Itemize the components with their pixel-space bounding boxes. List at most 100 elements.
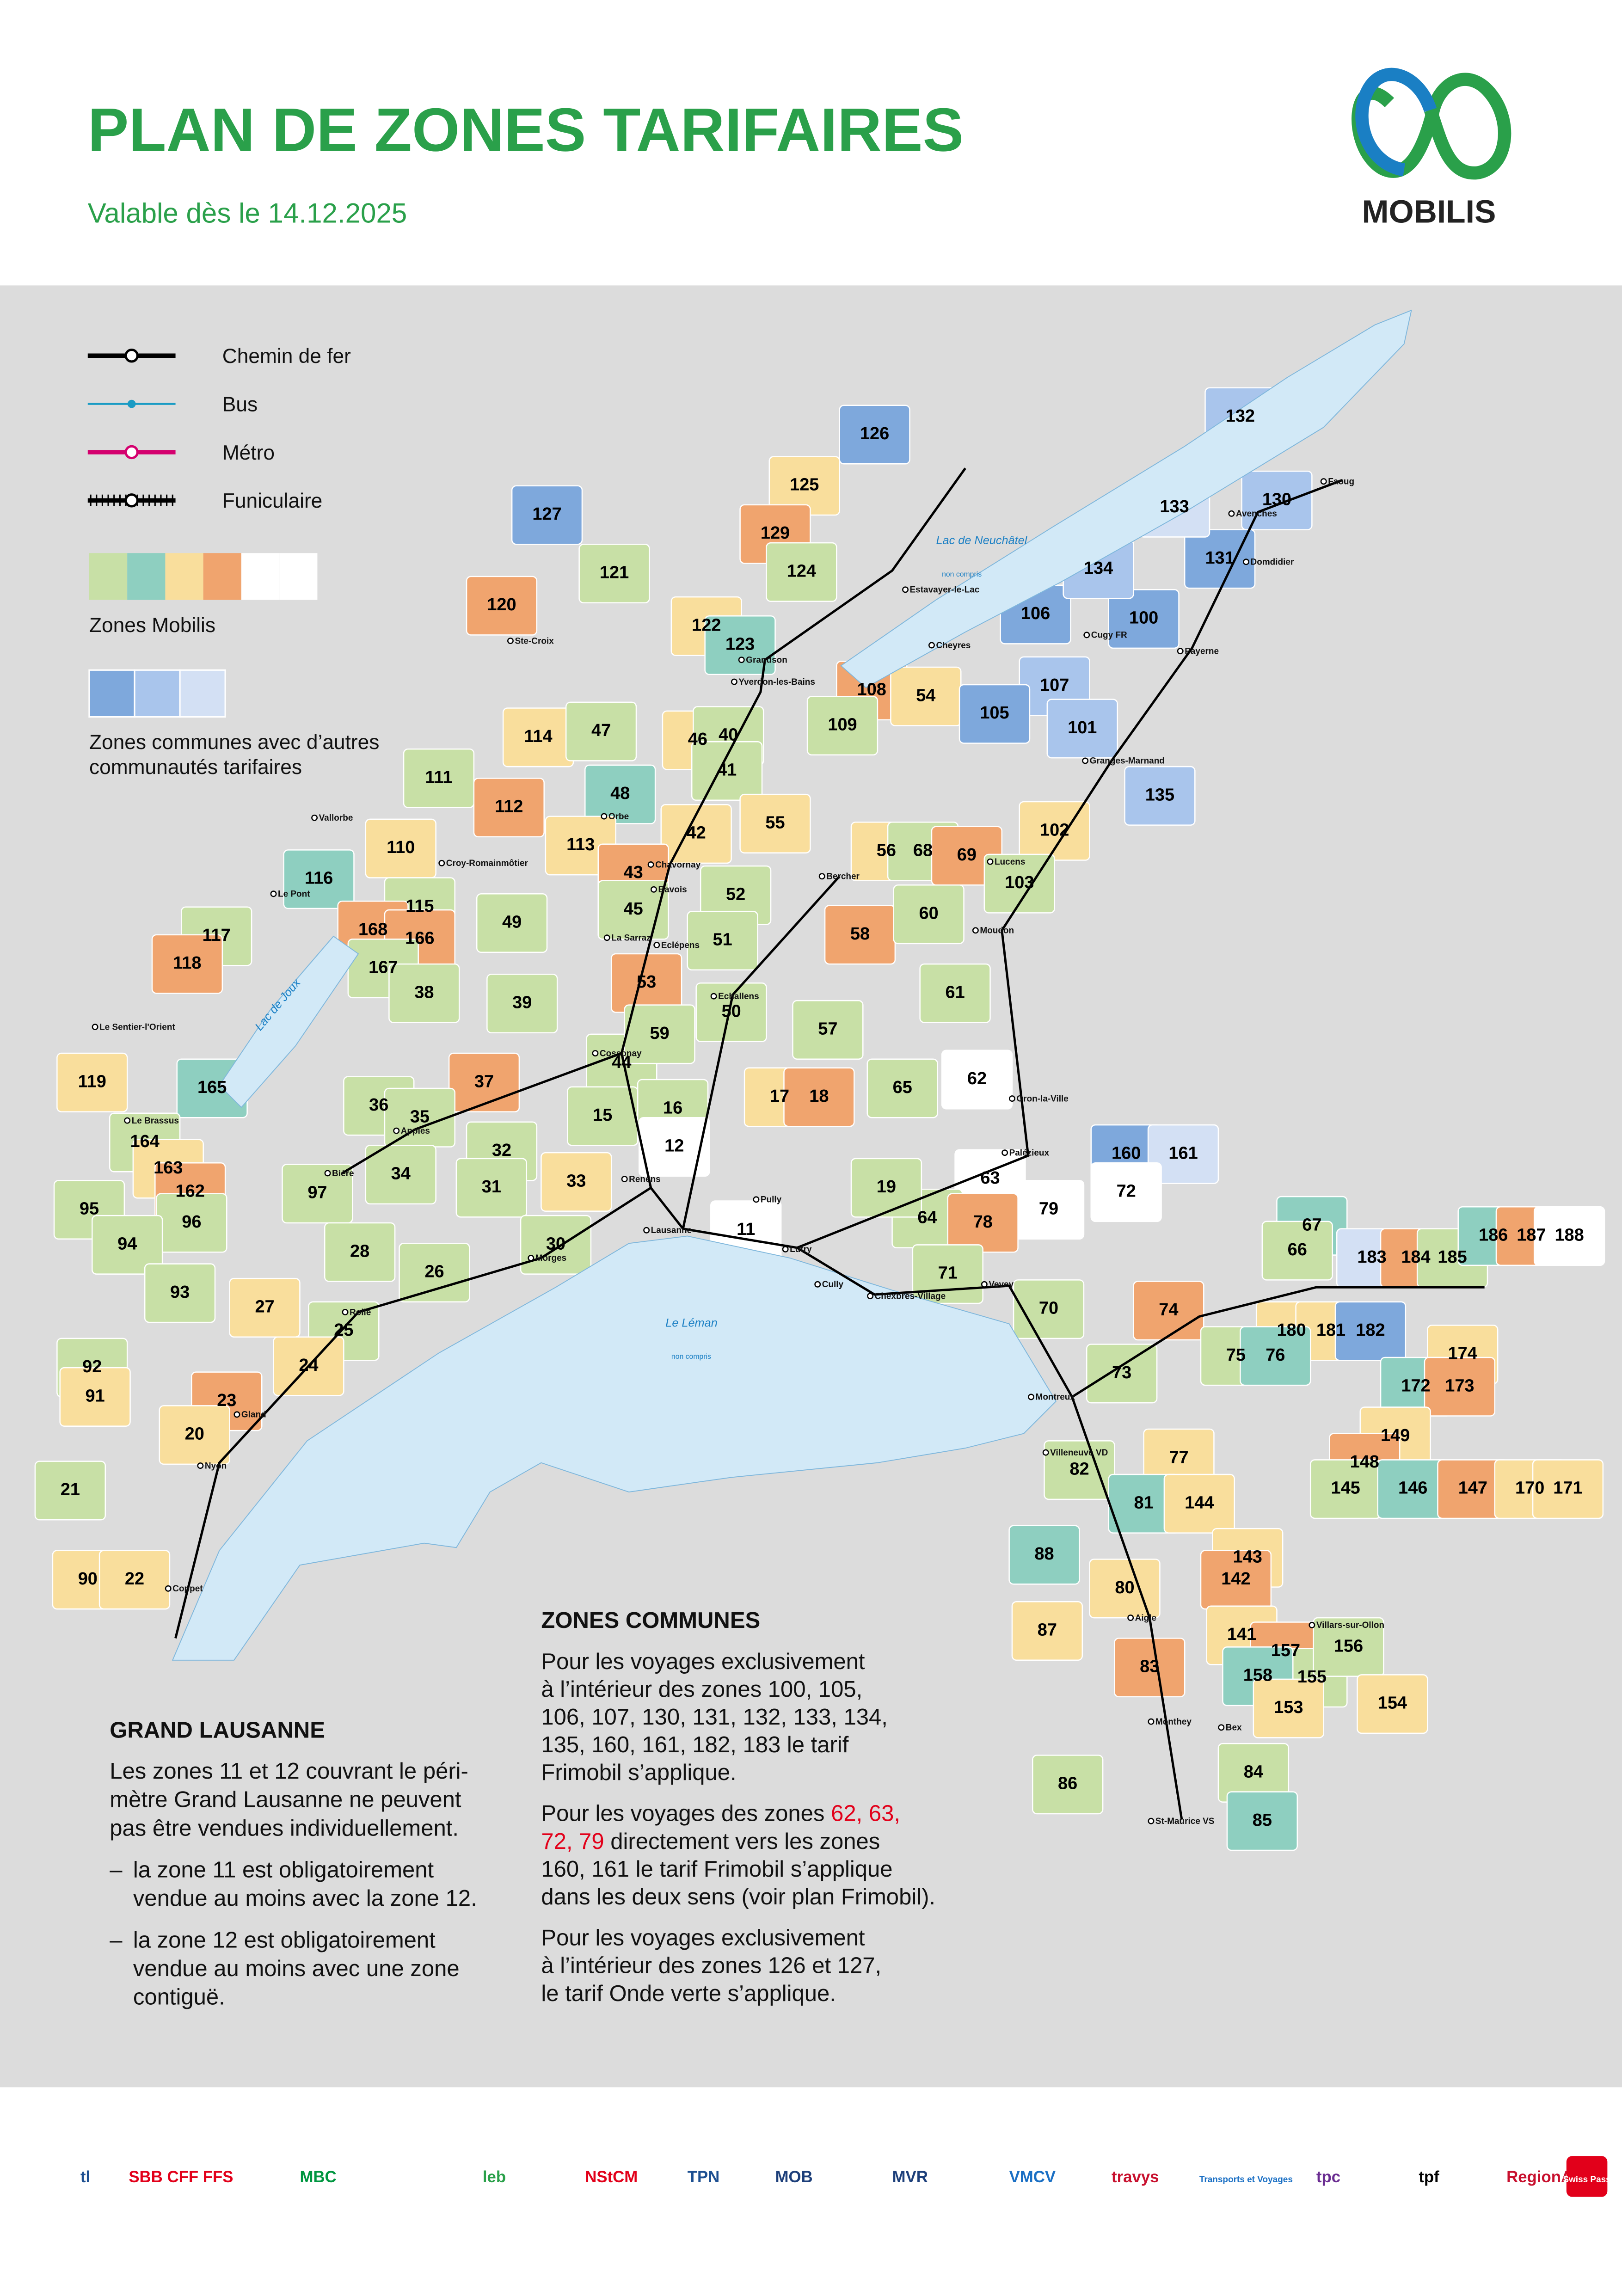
place-name: Bercher <box>826 872 860 882</box>
station <box>902 586 909 593</box>
place-name: Rolle <box>350 1308 371 1317</box>
zone-area <box>486 973 558 1034</box>
zone-number: 64 <box>917 1208 937 1228</box>
zones-layer <box>34 387 1605 1851</box>
station <box>1008 1095 1015 1102</box>
zone-area <box>399 1243 470 1303</box>
zone-number: 28 <box>350 1241 369 1261</box>
zone-number: 69 <box>957 845 977 865</box>
box-line: le tarif Onde verte s’applique. <box>541 1981 836 2006</box>
place-name: Bière <box>332 1169 354 1179</box>
box-line: 106, 107, 130, 131, 132, 133, 134, <box>541 1705 888 1730</box>
place-name: Avenches <box>1236 509 1277 519</box>
zone-area <box>1044 1440 1115 1500</box>
zone-number: 105 <box>980 703 1009 723</box>
lake-note: non compris <box>942 571 982 578</box>
zone-number: 133 <box>1160 497 1189 516</box>
legend-swatch <box>127 553 166 600</box>
zone-number: 120 <box>487 595 516 614</box>
place-name: Ste-Croix <box>515 636 554 646</box>
zone-number: 25 <box>334 1320 353 1340</box>
box-line: contiguë. <box>133 1985 225 2010</box>
box-line: Pour les voyages exclusivement <box>541 1926 865 1951</box>
zone-number: 38 <box>414 982 434 1002</box>
zone-number: 153 <box>1274 1698 1303 1717</box>
zone-area <box>541 1152 612 1212</box>
station <box>643 1227 650 1234</box>
zone-number: 45 <box>624 899 643 919</box>
zone-number: 134 <box>1084 559 1113 578</box>
box-line: la zone 11 est obligatoirement <box>133 1858 434 1883</box>
zone-number: 160 <box>1112 1143 1141 1163</box>
place-name: Palézieux <box>1009 1148 1050 1158</box>
zone-number: 74 <box>1159 1300 1178 1320</box>
legend-label: Bus <box>222 393 258 416</box>
zone-number: 164 <box>130 1132 160 1151</box>
box-line: vendue au moins avec une zone <box>133 1956 460 1981</box>
place-name: Nyon <box>205 1461 227 1471</box>
zone-area <box>511 485 583 545</box>
zone-area <box>866 1058 938 1118</box>
legend: Chemin de fer Bus Métro Funiculaire Zones Mo… <box>87 345 379 779</box>
zone-number: 125 <box>790 475 819 495</box>
zone-number: 109 <box>828 715 857 735</box>
zone-number: 174 <box>1448 1344 1477 1363</box>
zone-number: 96 <box>182 1212 201 1232</box>
zone-number: 146 <box>1398 1479 1427 1498</box>
zone-number: 157 <box>1271 1641 1300 1660</box>
lake-joux <box>219 935 359 1108</box>
zone-number: 20 <box>185 1424 204 1444</box>
operator-logo: travys <box>1112 2168 1159 2186</box>
zone-area <box>1008 1525 1080 1585</box>
zone-number: 22 <box>125 1569 144 1589</box>
zone-number: 149 <box>1381 1426 1410 1445</box>
box-text: Pour les voyages exclusivement <box>541 1649 865 1674</box>
operator-logo: Transports et Voyages <box>1199 2175 1293 2185</box>
zone-number: 34 <box>391 1164 411 1184</box>
place-name: Cully <box>822 1280 844 1289</box>
box-text: 106, 107, 130, 131, 132, 133, 134, <box>541 1705 888 1730</box>
station <box>814 1281 821 1288</box>
zone-number: 184 <box>1401 1247 1430 1267</box>
zone-area <box>983 853 1055 914</box>
zone-number: 123 <box>725 635 755 654</box>
station <box>647 861 654 868</box>
box-text: directement vers les zones <box>604 1829 880 1854</box>
zone-number: 39 <box>512 993 532 1013</box>
box-text: 160, 161 le tarif Frimobil s’applique <box>541 1857 892 1882</box>
rail-lines <box>174 467 1485 1820</box>
station <box>1309 1621 1315 1628</box>
station <box>1177 648 1184 655</box>
zone-area <box>739 793 811 853</box>
place-name: Villars-sur-Ollon <box>1316 1621 1384 1630</box>
box-line: 72, 79 directement vers les zones <box>541 1829 880 1854</box>
box-line: pas être vendues individuellement. <box>110 1816 459 1841</box>
zone-number: 188 <box>1554 1225 1584 1245</box>
zone-area <box>282 1164 353 1224</box>
zone-area <box>839 405 910 465</box>
station <box>124 1117 131 1124</box>
zone-number: 145 <box>1331 1479 1360 1498</box>
zone-number: 142 <box>1221 1569 1250 1589</box>
zone-number: 59 <box>650 1024 670 1043</box>
zone-number: 121 <box>600 563 629 583</box>
subtitle: Valable dès le 14.12.2025 <box>88 197 407 228</box>
box-line: 160, 161 le tarif Frimobil s’applique <box>541 1857 892 1882</box>
zone-number: 126 <box>860 424 889 443</box>
zone-number: 70 <box>1039 1299 1058 1318</box>
zone-number: 57 <box>818 1019 837 1038</box>
operator-logo: NStCM <box>585 2168 638 2186</box>
zone-area <box>567 1086 639 1146</box>
zone-number: 35 <box>410 1107 430 1126</box>
station <box>270 890 277 897</box>
zone-number: 158 <box>1243 1666 1272 1685</box>
box-line: mètre Grand Lausanne ne peuvent <box>110 1787 461 1812</box>
operator-logo: Swiss Pass <box>1563 2175 1610 2185</box>
zone-number: 100 <box>1129 608 1158 628</box>
station <box>818 873 825 880</box>
logo-text: MOBILIS <box>1362 193 1496 229</box>
zone-number: 54 <box>916 686 935 705</box>
zone-number: 171 <box>1553 1479 1582 1498</box>
zone-area <box>92 1215 163 1275</box>
